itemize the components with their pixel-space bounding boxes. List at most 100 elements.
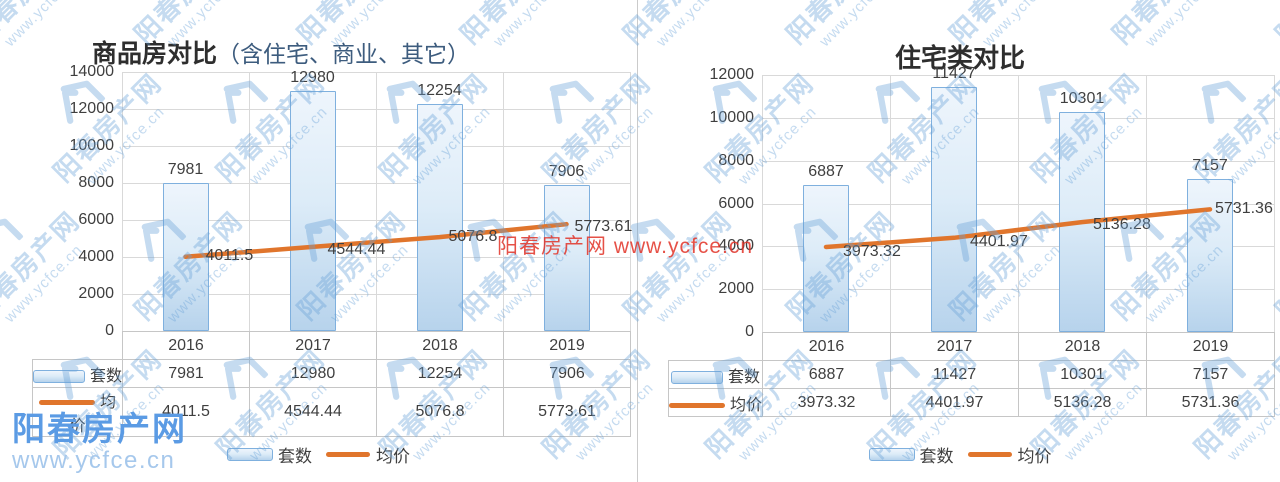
chart-legend: 套数 均价	[640, 444, 1280, 466]
chart-title-main: 商品房对比	[92, 39, 218, 68]
category-boundary-gridline	[630, 72, 631, 331]
bar-2019	[543, 184, 590, 331]
line-value-label: 5773.61	[574, 218, 633, 236]
bar-value-label: 7157	[1192, 156, 1228, 174]
y-axis-tick-label: 0	[745, 323, 754, 340]
year-cell: 2019	[1146, 332, 1275, 361]
line-value-label: 5731.36	[1215, 200, 1273, 218]
category-boundary-gridline	[1018, 75, 1019, 332]
bars-legend-label: 套数	[278, 446, 312, 466]
bar-value-label: 7906	[548, 162, 585, 180]
chart-title: 住宅类对比	[640, 38, 1280, 75]
line-legend-label: 均价	[1017, 446, 1052, 466]
bars-value-cell: 12254	[376, 359, 504, 388]
line-legend-swatch-icon	[967, 451, 1012, 457]
chart-title-paren: （含住宅、商业、其它）	[217, 40, 471, 67]
bars-value-cell: 12980	[249, 359, 377, 388]
line-legend-swatch-icon	[326, 451, 370, 457]
y-axis-tick-label: 12000	[709, 66, 755, 84]
year-cell: 2019	[503, 331, 631, 360]
year-cell: 2017	[249, 331, 377, 360]
line-value-label: 5136.28	[1093, 216, 1151, 234]
panel-residential: 住宅类对比 套数 均价 0 2000 4000 6000 8000 10000 12000 6…	[640, 0, 1280, 482]
line-value-cell: 5136.28	[1018, 388, 1147, 417]
year-cell: 2018	[1018, 332, 1147, 361]
category-boundary-gridline	[376, 72, 377, 331]
chart-data-table: 2016 2017 2018 2019 套数 7981 12980 12254 7906 均价 40…	[32, 331, 631, 437]
line-value-cell: 3973.32	[762, 388, 891, 417]
bars-value-cell: 7981	[122, 359, 250, 388]
y-axis-tick-label: 4000	[718, 237, 754, 255]
bars-value-cell: 6887	[762, 360, 891, 389]
bar-value-label: 12980	[290, 68, 335, 86]
y-axis-tick-label: 10000	[709, 109, 755, 126]
line-swatch-icon	[38, 400, 95, 406]
year-cell: 2016	[762, 332, 891, 361]
line-row-label: 均价	[69, 394, 116, 435]
line-value-label: 3973.32	[843, 242, 901, 260]
y-axis-tick-label: 4000	[78, 248, 114, 265]
bar-value-label: 11427	[932, 65, 976, 83]
line-value-cell: 5731.36	[1146, 388, 1275, 417]
category-boundary-gridline	[503, 72, 504, 331]
bars-row-label: 套数	[727, 368, 760, 386]
bars-row-header: 套数	[32, 359, 123, 388]
bar-2018	[416, 104, 463, 331]
bar-2016	[162, 183, 209, 331]
category-boundary-gridline	[1146, 75, 1147, 332]
bars-legend-swatch-icon	[868, 447, 915, 461]
category-boundary-gridline	[1274, 75, 1275, 332]
bars-value-cell: 7906	[503, 359, 631, 388]
y-axis-tick-label: 6000	[718, 194, 754, 212]
panel-commodity-housing: 商品房对比（含住宅、商业、其它） 套数 均价 0 2000 4000 6000 8000…	[0, 0, 637, 482]
bar-value-label: 10301	[1059, 89, 1105, 107]
bar-value-label: 12254	[417, 82, 462, 100]
y-axis-tick-label: 8000	[78, 174, 114, 191]
line-value-cell: 4544.44	[249, 387, 377, 437]
line-value-label: 5076.8	[448, 228, 498, 246]
line-value-cell: 4401.97	[890, 388, 1019, 417]
bar-2017	[931, 87, 977, 332]
bars-legend-label: 套数	[919, 446, 954, 466]
bars-value-cell: 7157	[1146, 360, 1275, 389]
y-axis-tick-label: 2000	[718, 280, 754, 298]
y-axis-tick-label: 8000	[718, 151, 754, 169]
year-cell: 2018	[376, 331, 504, 360]
bar-value-label: 6887	[808, 162, 844, 180]
bars-row-label: 套数	[90, 367, 123, 385]
y-axis-tick-label: 14000	[69, 63, 115, 80]
line-swatch-icon	[669, 402, 725, 408]
line-value-label: 4401.97	[970, 232, 1028, 250]
line-value-label: 4011.5	[205, 246, 254, 264]
line-row-header: 均价	[32, 387, 123, 437]
bars-legend-swatch-icon	[227, 447, 273, 461]
bars-value-cell: 10301	[1018, 360, 1147, 389]
bars-value-cell: 11427	[890, 360, 1019, 389]
chart-title-main: 住宅类对比	[894, 42, 1025, 73]
table-corner-blank	[33, 332, 123, 360]
bars-row-header: 套数	[668, 360, 763, 389]
line-value-label: 4544.44	[327, 240, 386, 258]
line-row-header: 均价	[668, 388, 763, 417]
category-boundary-gridline	[122, 72, 123, 331]
y-axis-tick-label: 0	[105, 322, 114, 339]
line-value-cell: 5773.61	[503, 387, 631, 437]
bars-swatch-icon	[670, 370, 723, 384]
category-boundary-gridline	[249, 72, 250, 331]
category-boundary-gridline	[890, 75, 891, 332]
bar-2019	[1187, 178, 1233, 332]
panel-divider	[637, 0, 638, 482]
line-row-label: 均价	[730, 396, 763, 414]
bars-swatch-icon	[33, 369, 85, 383]
line-value-cell: 5076.8	[376, 387, 504, 437]
year-cell: 2016	[122, 331, 250, 360]
chart-title: 商品房对比（含住宅、商业、其它）	[92, 34, 470, 70]
line-value-cell: 4011.5	[122, 387, 250, 437]
bar-2017	[289, 90, 336, 331]
year-cell: 2017	[890, 332, 1019, 361]
category-boundary-gridline	[762, 75, 763, 332]
line-legend-label: 均价	[376, 446, 410, 466]
chart-legend: 套数 均价	[0, 444, 637, 466]
y-axis-tick-label: 10000	[69, 137, 115, 154]
